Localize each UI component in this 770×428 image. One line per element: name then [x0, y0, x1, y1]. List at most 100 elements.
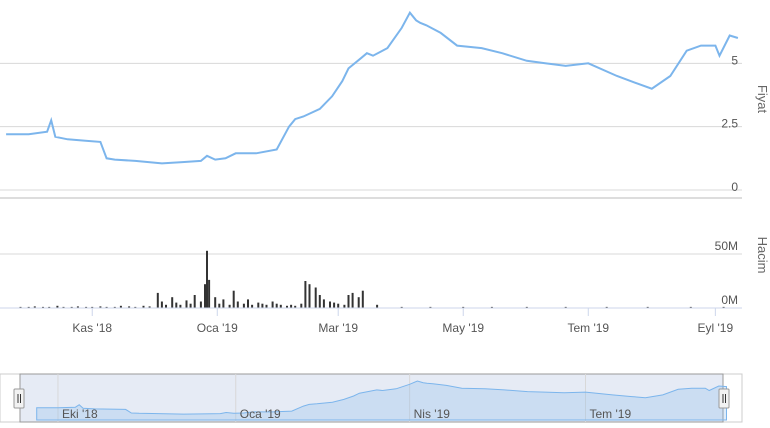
- volume-bar[interactable]: [462, 306, 465, 308]
- navigator-area: [36, 380, 727, 421]
- volume-bar[interactable]: [48, 306, 51, 308]
- volume-bar[interactable]: [271, 301, 274, 309]
- volume-y-tick-label: 50M: [715, 239, 738, 253]
- volume-bar[interactable]: [247, 299, 249, 308]
- volume-bar[interactable]: [193, 295, 196, 308]
- volume-bar[interactable]: [322, 299, 325, 308]
- volume-bar[interactable]: [329, 301, 331, 309]
- navigator-tick-label: Nis '19: [414, 407, 451, 421]
- navigator-tick-label: Tem '19: [589, 407, 631, 421]
- volume-bar[interactable]: [689, 306, 692, 308]
- volume-bar[interactable]: [646, 306, 649, 308]
- volume-bar[interactable]: [400, 306, 403, 308]
- volume-bar[interactable]: [722, 306, 725, 308]
- volume-bar[interactable]: [351, 292, 354, 308]
- volume-bar[interactable]: [564, 306, 567, 308]
- volume-bar[interactable]: [605, 306, 608, 308]
- volume-bar[interactable]: [56, 305, 59, 308]
- volume-bar[interactable]: [314, 287, 317, 309]
- volume-y-tick-labels: 0M 50M: [715, 239, 738, 307]
- volume-bar[interactable]: [232, 290, 235, 308]
- volume-bar[interactable]: [343, 304, 346, 308]
- volume-bar[interactable]: [251, 304, 254, 308]
- volume-bar[interactable]: [318, 295, 321, 308]
- volume-y-tick-label: 0M: [721, 293, 738, 307]
- volume-bar[interactable]: [294, 305, 297, 308]
- volume-bar[interactable]: [279, 304, 282, 308]
- volume-bar[interactable]: [99, 306, 102, 308]
- volume-bar[interactable]: [242, 303, 245, 308]
- volume-bar[interactable]: [113, 306, 116, 308]
- volume-bar[interactable]: [91, 306, 94, 308]
- volume-bar[interactable]: [128, 306, 131, 308]
- volume-bar[interactable]: [490, 306, 493, 308]
- volume-bar[interactable]: [27, 306, 30, 308]
- volume-bar[interactable]: [304, 281, 307, 308]
- price-y-tick-label: 0: [731, 180, 738, 194]
- price-axis-title: Fiyat: [755, 85, 770, 114]
- price-gridlines: [0, 62, 742, 191]
- volume-bar[interactable]: [199, 301, 202, 309]
- volume-bar[interactable]: [222, 299, 225, 308]
- volume-bar[interactable]: [185, 300, 188, 308]
- volume-bar[interactable]: [290, 304, 293, 308]
- volume-bar[interactable]: [189, 303, 192, 308]
- volume-bar[interactable]: [257, 302, 260, 308]
- navigator[interactable]: Eki '18 Oca '19 Nis '19 Tem '19: [0, 373, 743, 423]
- volume-bar[interactable]: [236, 301, 239, 309]
- navigator-tick-label: Oca '19: [240, 407, 281, 421]
- volume-bar[interactable]: [175, 302, 178, 308]
- volume-bar[interactable]: [165, 304, 167, 308]
- volume-bar[interactable]: [333, 302, 336, 308]
- volume-bar[interactable]: [85, 306, 88, 308]
- volume-bar[interactable]: [148, 306, 151, 308]
- volume-bar[interactable]: [179, 304, 182, 308]
- volume-bar[interactable]: [62, 306, 65, 308]
- volume-bar[interactable]: [33, 306, 36, 308]
- volume-bar[interactable]: [361, 290, 364, 308]
- volume-bar[interactable]: [337, 303, 340, 308]
- volume-bar[interactable]: [76, 306, 79, 308]
- volume-bar[interactable]: [142, 305, 145, 308]
- volume-bar[interactable]: [206, 250, 208, 308]
- volume-bar[interactable]: [204, 284, 206, 308]
- volume-bar[interactable]: [214, 297, 217, 308]
- volume-bar[interactable]: [134, 306, 137, 308]
- volume-bar[interactable]: [171, 297, 174, 308]
- price-series-line[interactable]: [6, 10, 739, 165]
- volume-bar[interactable]: [357, 297, 360, 308]
- volume-bar[interactable]: [70, 306, 73, 308]
- navigator-tick-labels: Eki '18 Oca '19 Nis '19 Tem '19: [62, 407, 631, 421]
- volume-bar[interactable]: [228, 304, 231, 308]
- x-axis: Kas '18 Oca '19 Mar '19 May '19 Tem '19 Eyl '…: [0, 307, 742, 335]
- volume-bar[interactable]: [42, 306, 44, 308]
- x-tick-label: Kas '18: [72, 321, 112, 335]
- price-y-tick-label: 5: [731, 53, 738, 67]
- price-y-tick-labels: 02.55: [721, 53, 738, 194]
- volume-bar[interactable]: [525, 306, 528, 308]
- volume-bar[interactable]: [160, 301, 163, 309]
- x-tick-label: May '19: [442, 321, 484, 335]
- volume-bar[interactable]: [19, 306, 22, 308]
- volume-bar[interactable]: [286, 305, 288, 308]
- volume-bar[interactable]: [275, 303, 278, 308]
- x-tick-label: Mar '19: [318, 321, 358, 335]
- volume-bar[interactable]: [261, 303, 264, 308]
- volume-bar[interactable]: [308, 284, 311, 308]
- navigator-handle-right[interactable]: [718, 388, 730, 409]
- volume-pane: 0M 50M Hacim: [0, 237, 770, 309]
- volume-bar[interactable]: [347, 295, 350, 308]
- volume-bar[interactable]: [376, 304, 379, 308]
- x-tick-label: Oca '19: [197, 321, 238, 335]
- volume-bar[interactable]: [156, 292, 159, 308]
- volume-bar[interactable]: [119, 305, 122, 308]
- volume-bar[interactable]: [218, 303, 221, 308]
- x-tick-label: Eyl '19: [698, 321, 734, 335]
- navigator-handle-left[interactable]: [13, 388, 25, 409]
- volume-bar[interactable]: [265, 304, 268, 308]
- volume-bar[interactable]: [208, 279, 211, 308]
- volume-bar[interactable]: [300, 303, 303, 308]
- volume-bar[interactable]: [105, 306, 108, 308]
- x-tick-label: Tem '19: [567, 321, 609, 335]
- volume-bar[interactable]: [429, 306, 432, 308]
